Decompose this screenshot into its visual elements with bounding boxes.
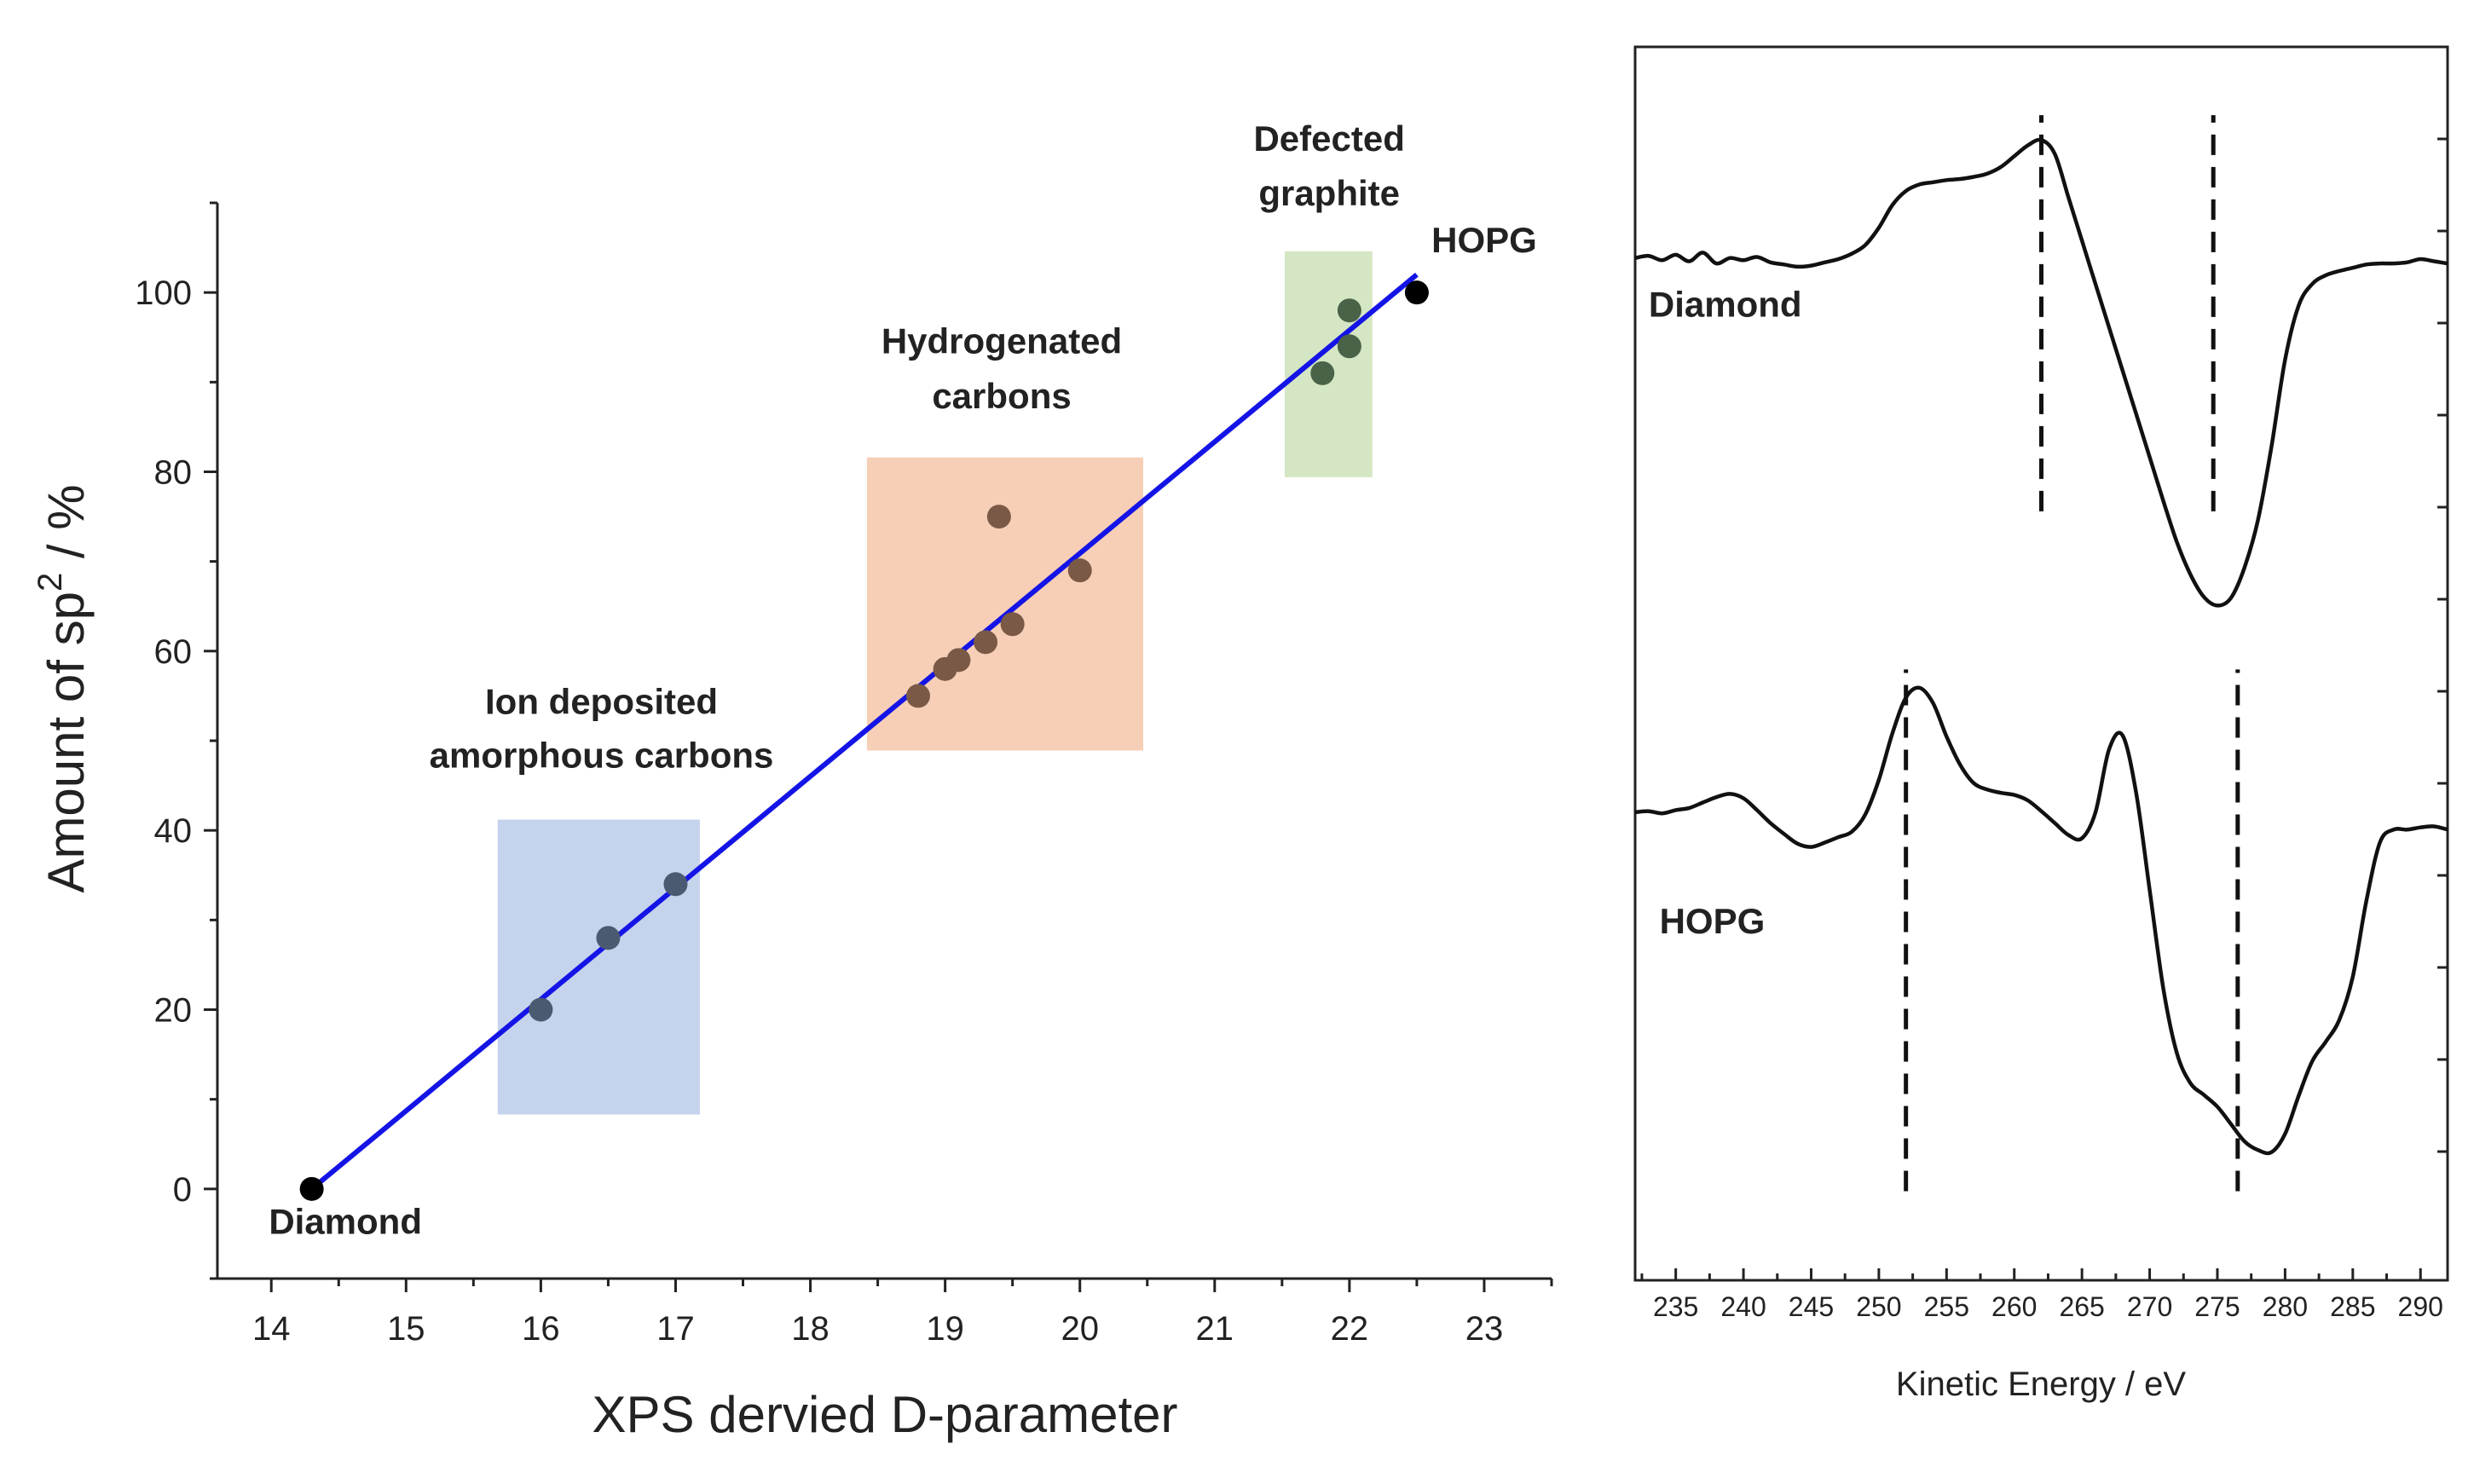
data-point-s3-p1 — [1404, 280, 1429, 305]
y-title-suffix: / % — [38, 484, 95, 572]
right-x-tick-label: 250 — [1856, 1291, 1901, 1322]
data-point-s1-p0 — [906, 684, 931, 708]
curve-label-hopg: HOPG — [1660, 901, 1766, 941]
point-label-0: Diamond — [269, 1201, 422, 1241]
left-point-labels: Diamond HOPG — [269, 220, 1536, 1242]
left-y-ticks: 0 20 40 60 80 100 — [135, 201, 217, 1280]
data-point-s2-p1 — [1337, 334, 1361, 359]
x-tick-label: 19 — [926, 1310, 964, 1348]
data-point-s1-p5 — [1000, 612, 1025, 637]
right-x-tick-label: 265 — [2059, 1291, 2104, 1322]
right-x-tick-label: 280 — [2263, 1291, 2308, 1322]
region-label-defected-graphite-0: Defected — [1253, 118, 1404, 159]
data-point-s2-p2 — [1337, 298, 1361, 323]
data-point-s1-p3 — [974, 630, 998, 655]
y-tick-label: 80 — [154, 454, 193, 492]
x-tick-label: 17 — [656, 1310, 695, 1348]
region-hydrogenated — [866, 457, 1144, 751]
right-x-tick-label: 260 — [1991, 1291, 2037, 1322]
x-tick-label: 18 — [791, 1310, 829, 1348]
region-label-hydrogenated-1: carbons — [932, 376, 1071, 416]
curve-label-diamond: Diamond — [1649, 284, 1802, 324]
point-label-1: HOPG — [1431, 220, 1537, 260]
right-x-tick-label: 270 — [2127, 1291, 2172, 1322]
x-tick-label: 21 — [1196, 1310, 1234, 1348]
right-x-tick-label: 255 — [1924, 1291, 1969, 1322]
y-title-prefix: Amount of sp — [38, 592, 95, 893]
left-region-labels: Ion deposited amorphous carbons Hydrogenat… — [430, 118, 1405, 776]
right-x-tick-label: 275 — [2194, 1291, 2240, 1322]
x-tick-label: 15 — [387, 1310, 425, 1348]
region-ion-deposited — [497, 819, 700, 1115]
data-point-s1-p4 — [986, 505, 1011, 529]
x-tick-label: 23 — [1465, 1310, 1504, 1348]
x-tick-label: 22 — [1331, 1310, 1369, 1348]
data-point-s1-p2 — [946, 648, 971, 673]
left-x-ticks: 14 15 16 17 18 19 20 21 22 23 — [252, 1279, 1553, 1348]
fit-line — [309, 272, 1419, 1192]
data-point-s0-p0 — [529, 997, 553, 1022]
data-point-s2-p0 — [1310, 361, 1335, 385]
right-dashed-lines — [1904, 115, 2240, 1192]
right-x-tick-label: 240 — [1720, 1291, 1766, 1322]
left-points — [299, 280, 1429, 1201]
right-curve-labels: Diamond HOPG — [1649, 284, 1802, 941]
y-tick-label: 60 — [154, 633, 193, 671]
left-x-axis-title: XPS dervied D-parameter — [592, 1386, 1178, 1443]
right-curves — [1634, 137, 2448, 1156]
curve-hopg — [1634, 685, 2448, 1156]
right-x-tick-label: 245 — [1789, 1291, 1834, 1322]
right-x-tick-label: 290 — [2398, 1291, 2443, 1322]
right-plot-frame — [1633, 45, 2449, 1282]
right-ticks: 235 240 245 250 255 260 265 270 275 280 285 290 — [1640, 137, 2448, 1322]
x-tick-label: 14 — [252, 1310, 291, 1348]
y-tick-label: 40 — [154, 812, 193, 850]
y-tick-label: 20 — [154, 992, 193, 1030]
left-chart: Ion deposited amorphous carbons Hydrogenat… — [32, 118, 1553, 1443]
data-point-s3-p0 — [299, 1176, 324, 1201]
right-x-axis-title: Kinetic Energy / eV — [1896, 1366, 2186, 1403]
region-label-defected-graphite-1: graphite — [1258, 173, 1400, 213]
right-x-tick-label: 235 — [1653, 1291, 1698, 1322]
x-tick-label: 20 — [1061, 1310, 1099, 1348]
left-y-axis-title: Amount of sp2 / % — [32, 484, 95, 892]
data-point-s0-p2 — [663, 872, 688, 897]
y-title-sup: 2 — [32, 573, 69, 592]
data-point-s1-p6 — [1067, 558, 1092, 583]
data-point-s0-p1 — [596, 926, 621, 950]
region-label-ion-deposited-0: Ion deposited — [485, 681, 718, 721]
y-tick-label: 0 — [173, 1171, 192, 1209]
region-label-hydrogenated-0: Hydrogenated — [882, 321, 1122, 361]
right-chart: 235 240 245 250 255 260 265 270 275 280 285 290 Dia… — [1633, 45, 2449, 1403]
region-label-ion-deposited-1: amorphous carbons — [430, 736, 774, 776]
curve-diamond — [1634, 137, 2448, 608]
x-tick-label: 16 — [522, 1310, 560, 1348]
y-tick-label: 100 — [135, 274, 192, 312]
right-x-tick-label: 285 — [2330, 1291, 2375, 1322]
